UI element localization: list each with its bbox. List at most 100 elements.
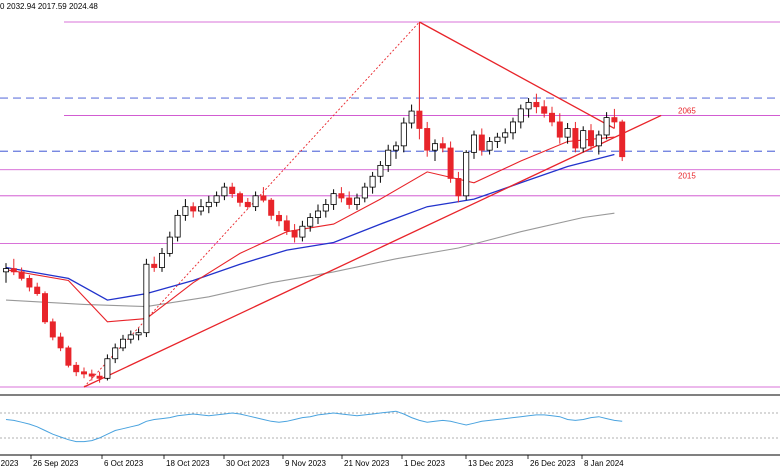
- candle-body: [229, 186, 236, 195]
- candle: [611, 108, 618, 129]
- candle: [65, 345, 72, 368]
- candle: [252, 191, 259, 212]
- x-tick-label: p 2023: [0, 459, 19, 468]
- candle: [96, 371, 103, 383]
- candle-body: [268, 199, 275, 216]
- candle-body: [221, 186, 228, 197]
- candle: [346, 191, 353, 209]
- candle: [42, 291, 49, 324]
- candle-body: [400, 122, 407, 147]
- candle: [158, 247, 165, 272]
- candle-body: [283, 220, 290, 231]
- candle: [221, 182, 228, 201]
- candle: [275, 211, 282, 227]
- candle-body: [34, 286, 41, 294]
- candle: [533, 93, 540, 114]
- main-pane: 2065 2015: [0, 21, 780, 456]
- candle: [603, 112, 610, 140]
- candle-body: [143, 263, 150, 334]
- candle: [236, 191, 243, 207]
- x-tick-label: 9 Nov 2023: [285, 459, 326, 468]
- candle: [3, 263, 9, 283]
- ohlc-readout: 0 2032.94 2017.59 2024.48: [0, 2, 98, 11]
- candle: [572, 121, 579, 153]
- candle-body: [81, 371, 88, 375]
- candle-body: [26, 277, 33, 288]
- candle-body: [619, 121, 626, 158]
- candle: [314, 204, 321, 225]
- candle: [439, 137, 446, 153]
- candle-body: [431, 143, 438, 151]
- candle-body: [182, 206, 189, 216]
- candle: [549, 106, 556, 127]
- candle: [470, 130, 477, 159]
- candle: [268, 197, 275, 220]
- candle: [213, 191, 220, 207]
- candle: [307, 213, 314, 232]
- candle: [478, 128, 485, 156]
- candle: [112, 343, 119, 364]
- candle-body: [346, 197, 353, 205]
- candle-body: [494, 136, 501, 142]
- candle-body: [42, 293, 49, 323]
- upper-trendline: [419, 21, 615, 130]
- candle-body: [338, 193, 345, 199]
- candle-body: [96, 375, 103, 379]
- candle: [127, 330, 134, 344]
- candle-body: [49, 321, 56, 338]
- candle: [197, 199, 204, 216]
- candle: [392, 141, 399, 159]
- candle-body: [439, 143, 446, 149]
- candle: [283, 215, 290, 235]
- candle: [143, 258, 150, 338]
- candle-body: [197, 206, 204, 212]
- candle: [580, 126, 587, 153]
- ma-slow-line: [5, 212, 615, 308]
- candle: [556, 113, 563, 144]
- x-tick-label: 26 Dec 2023: [530, 459, 576, 468]
- candle-body: [595, 134, 602, 147]
- candle: [244, 197, 251, 209]
- candle-body: [57, 336, 64, 349]
- candle-body: [205, 201, 212, 208]
- candle: [34, 282, 41, 296]
- dotted-projection-line: [83, 21, 420, 388]
- candle: [229, 182, 236, 198]
- candle: [564, 123, 571, 144]
- candle-body: [478, 134, 485, 151]
- candle: [588, 124, 595, 151]
- candle: [595, 130, 602, 155]
- x-tick-label: 26 Sep 2023: [33, 459, 79, 468]
- candle: [166, 231, 173, 257]
- x-tick-label: 13 Dec 2023: [468, 459, 514, 468]
- candle-body: [611, 117, 618, 123]
- candle-body: [572, 128, 579, 149]
- candle-body: [120, 338, 127, 349]
- candle-body: [549, 112, 556, 123]
- candle: [49, 318, 56, 341]
- candle: [88, 369, 95, 381]
- candle: [385, 144, 392, 172]
- candle-body: [244, 201, 251, 208]
- candle: [494, 132, 501, 149]
- candle: [486, 137, 493, 155]
- x-tick-label: 30 Oct 2023: [226, 459, 270, 468]
- oscillator-pane: [0, 410, 780, 443]
- candle: [502, 128, 509, 144]
- candle-body: [18, 271, 25, 279]
- candle: [135, 328, 142, 341]
- candle-body: [533, 101, 540, 108]
- candle-body: [525, 101, 532, 110]
- candle-body: [236, 193, 243, 203]
- candle: [463, 150, 470, 201]
- lower-trendline: [83, 114, 662, 388]
- candle-body: [369, 175, 376, 188]
- candle: [205, 195, 212, 214]
- candle-body: [322, 204, 329, 212]
- candle-body: [502, 132, 509, 138]
- candle-body: [104, 358, 111, 379]
- oscillator-line: [5, 410, 623, 443]
